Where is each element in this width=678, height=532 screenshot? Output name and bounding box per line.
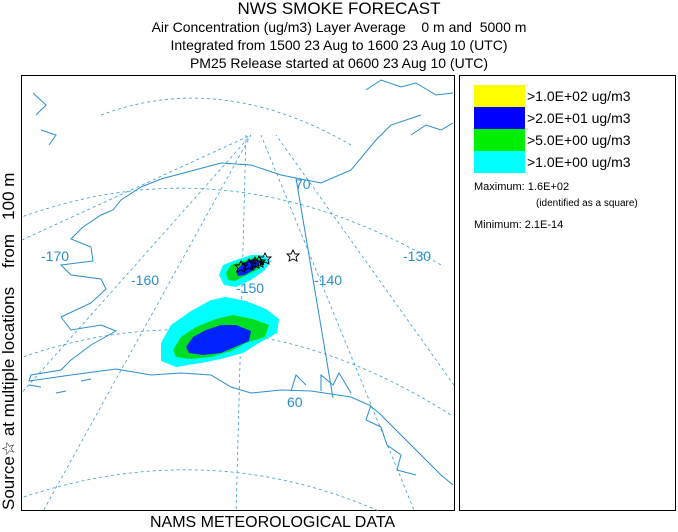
- lon-label-170: -170: [41, 248, 69, 264]
- map-frame: [21, 75, 455, 511]
- source-star-5: [233, 259, 249, 273]
- arctic-islands: [32, 79, 454, 146]
- legend-label-2: >2.0E+01 ug/m3: [527, 110, 631, 126]
- release-start: PM25 Release started at 0600 23 Aug 10 (…: [189, 55, 489, 71]
- legend-swatch-green: [474, 129, 525, 151]
- parallel-50: [21, 469, 380, 511]
- coastline-detail: [290, 371, 417, 476]
- legend-label-4: >1.0E+00 ug/m3: [527, 154, 631, 170]
- source-star-4: [257, 251, 273, 265]
- lon-label-140: -140: [314, 272, 342, 288]
- lon-label-150: -150: [236, 280, 264, 296]
- alaska-coastline: [28, 114, 454, 486]
- source-markers: [233, 248, 301, 273]
- source-star-3: [251, 254, 267, 268]
- aleutian-islands: [28, 378, 92, 394]
- source-side-label: Source☆ at multiple locations from 100 m: [0, 172, 18, 510]
- lat-label-60: 60: [287, 394, 303, 410]
- meteorological-data-footer: NAMS METEOROLOGICAL DATA: [150, 514, 396, 531]
- legend-swatch-cyan: [474, 151, 525, 173]
- meridian-170: [21, 134, 252, 241]
- legend-swatch-blue: [474, 107, 525, 129]
- legend-label-1: >1.0E+02 ug/m3: [527, 88, 631, 104]
- minimum-value: Minimum: 2.1E-14: [474, 219, 564, 231]
- source-star-1: [241, 257, 257, 271]
- graticule: [21, 97, 455, 511]
- legend-label-3: >5.0E+00 ug/m3: [527, 132, 631, 148]
- legend-swatch-yellow: [474, 85, 525, 107]
- parallel-70: [21, 187, 442, 266]
- integration-period: Integrated from 1500 23 Aug to 1600 23 A…: [170, 37, 508, 53]
- meridian-180: [42, 134, 252, 511]
- meridian-160: [21, 134, 252, 395]
- lon-label-130: -130: [403, 248, 431, 264]
- concentration-legend: >1.0E+02 ug/m3 >2.0E+01 ug/m3 >5.0E+00 u…: [459, 75, 676, 511]
- maximum-note: (identified as a square): [536, 198, 638, 209]
- lon-label-160: -160: [131, 272, 159, 288]
- concentration-subtitle: Air Concentration (ug/m3) Layer Average …: [151, 19, 527, 35]
- alaska-canada-border: [295, 177, 334, 399]
- meridian-140: [260, 134, 415, 511]
- smoke-forecast-map: 70 60 -170 -160 -150 -140 -130: [21, 75, 455, 511]
- parallel-80: [100, 97, 352, 146]
- maximum-square: [260, 261, 264, 265]
- lat-label-70: 70: [295, 176, 311, 192]
- plume-level-3-south: [186, 325, 251, 355]
- meridian-130: [275, 134, 455, 388]
- source-side-label-wrap: Source☆ at multiple locations from 100 m: [0, 173, 18, 510]
- forecast-title: NWS SMOKE FORECAST: [237, 0, 441, 18]
- maximum-value: Maximum: 1.6E+02: [474, 181, 570, 193]
- source-star-6: [285, 248, 301, 262]
- grid-labels: 70 60 -170 -160 -150 -140 -130: [41, 176, 431, 410]
